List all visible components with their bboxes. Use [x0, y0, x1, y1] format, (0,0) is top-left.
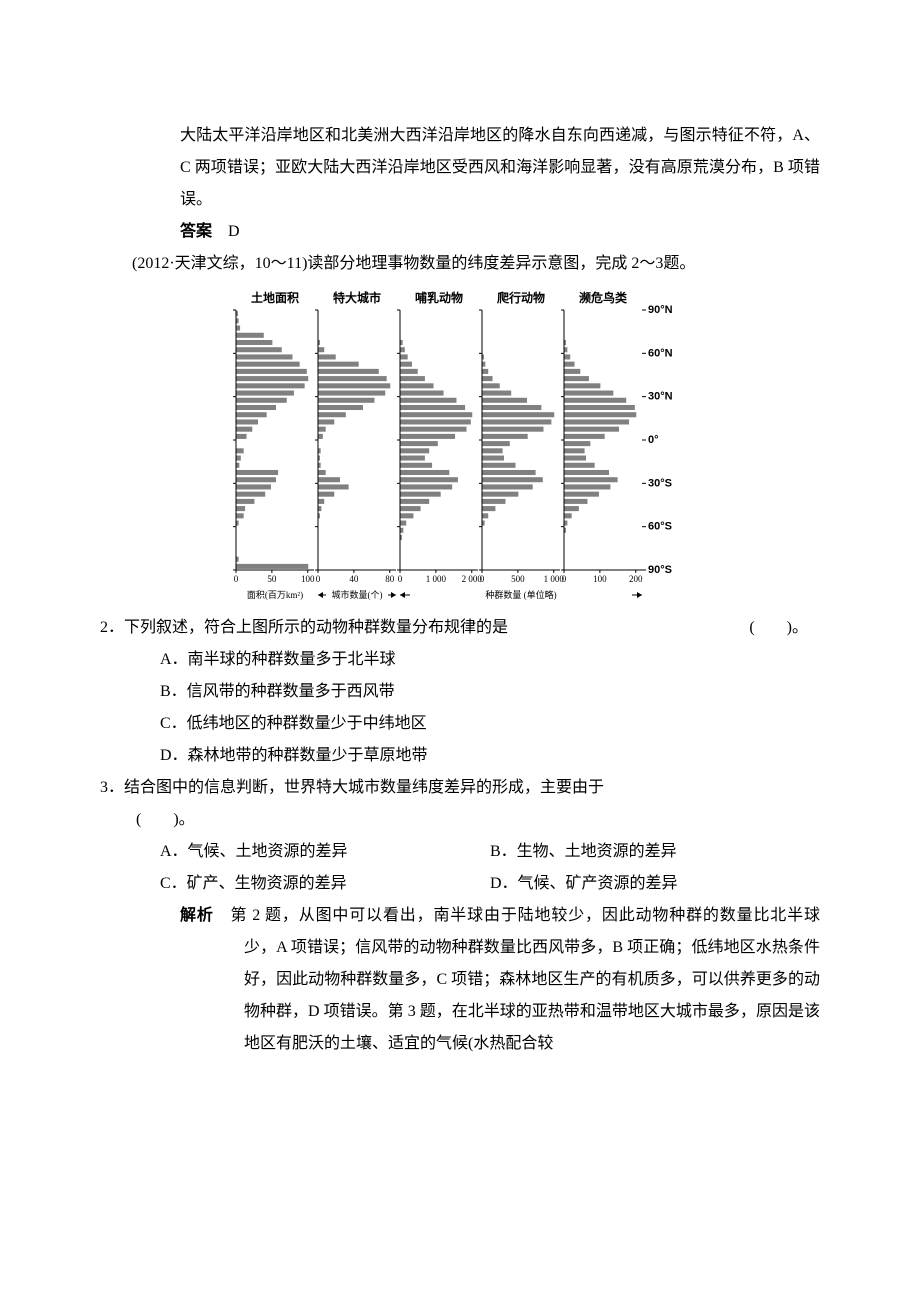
q3-option-c: C．矿产、生物资源的差异 [160, 868, 490, 900]
q3-option-d: D．气候、矿产资源的差异 [490, 868, 820, 900]
svg-text:哺乳动物: 哺乳动物 [415, 290, 463, 305]
q2-option-d: D．森林地带的种群数量少于草原地带 [160, 740, 820, 772]
svg-text:90°S: 90°S [648, 564, 672, 576]
q2-option-c: C．低纬地区的种群数量少于中纬地区 [160, 708, 820, 740]
explanation-label: 解析 [180, 907, 214, 924]
q2-option-b: B．信风带的种群数量多于西风带 [160, 676, 820, 708]
svg-text:特大城市: 特大城市 [333, 290, 381, 305]
svg-text:500: 500 [511, 574, 525, 584]
q3-blank: ( )。 [136, 804, 820, 836]
question-3: 3．结合图中的信息判断，世界特大城市数量纬度差异的形成，主要由于 ( )。 A．… [100, 772, 820, 900]
q2-stem: 2．下列叙述，符合上图所示的动物种群数量分布规律的是 [100, 612, 508, 644]
svg-text:濒危鸟类: 濒危鸟类 [579, 290, 628, 305]
svg-text:面积(百万km²): 面积(百万km²) [247, 589, 303, 600]
svg-text:50: 50 [267, 574, 277, 584]
answer-label: 答案 [180, 223, 212, 240]
svg-text:60°N: 60°N [648, 347, 673, 359]
svg-text:0°: 0° [648, 434, 659, 446]
svg-text:80: 80 [385, 574, 395, 584]
prev-explanation: 大陆太平洋沿岸地区和北美洲大西洋沿岸地区的降水自东向西递减，与图示特征不符，A、… [180, 120, 820, 216]
prev-answer-line: 答案 D [180, 216, 820, 248]
svg-text:90°N: 90°N [648, 304, 673, 316]
explanation-text: 第 2 题，从图中可以看出，南半球由于陆地较少，因此动物种群的数量比北半球少，A… [214, 907, 820, 1052]
chart-svg: 土地面积特大城市哺乳动物爬行动物濒危鸟类0501000408001 0002 0… [226, 288, 694, 608]
svg-text:100: 100 [593, 574, 607, 584]
q2-option-a: A．南半球的种群数量多于北半球 [160, 644, 820, 676]
svg-text:0: 0 [480, 574, 485, 584]
svg-text:0: 0 [316, 574, 321, 584]
q3-stem: 3．结合图中的信息判断，世界特大城市数量纬度差异的形成，主要由于 [100, 772, 820, 804]
svg-text:1 000: 1 000 [426, 574, 447, 584]
latitude-chart: 土地面积特大城市哺乳动物爬行动物濒危鸟类0501000408001 0002 0… [100, 288, 820, 608]
q2-blank: ( )。 [749, 612, 820, 644]
svg-text:60°S: 60°S [648, 521, 672, 533]
svg-text:100: 100 [301, 574, 315, 584]
explanation: 解析 第 2 题，从图中可以看出，南半球由于陆地较少，因此动物种群的数量比北半球… [180, 900, 820, 1060]
svg-text:30°N: 30°N [648, 391, 673, 403]
svg-text:200: 200 [629, 574, 643, 584]
question-set-intro: (2012·天津文综，10～11)读部分地理事物数量的纬度差异示意图，完成 2～… [100, 248, 820, 280]
svg-text:土地面积: 土地面积 [251, 290, 299, 305]
svg-text:0: 0 [234, 574, 239, 584]
svg-text:0: 0 [398, 574, 403, 584]
svg-text:爬行动物: 爬行动物 [496, 290, 545, 305]
svg-text:0: 0 [562, 574, 567, 584]
svg-text:40: 40 [349, 574, 359, 584]
question-2: 2．下列叙述，符合上图所示的动物种群数量分布规律的是 ( )。 A．南半球的种群… [100, 612, 820, 772]
svg-text:种群数量 (单位略): 种群数量 (单位略) [485, 589, 556, 600]
svg-text:城市数量(个): 城市数量(个) [332, 589, 383, 600]
q3-option-b: B．生物、土地资源的差异 [490, 836, 820, 868]
svg-text:30°S: 30°S [648, 477, 672, 489]
q3-option-a: A．气候、土地资源的差异 [160, 836, 490, 868]
answer-value: D [228, 223, 240, 240]
